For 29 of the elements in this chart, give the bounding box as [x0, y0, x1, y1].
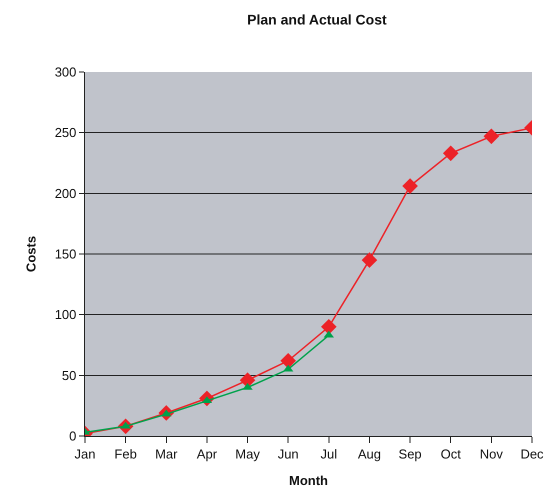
y-tick-label: 200	[54, 186, 76, 201]
chart-title: Plan and Actual Cost	[247, 12, 387, 28]
point	[362, 252, 378, 268]
y-axis-title: Costs	[24, 236, 39, 272]
x-tick-label: Jun	[278, 446, 299, 462]
point	[484, 128, 500, 144]
y-tick-label: 150	[54, 246, 76, 262]
y-tick-label: 50	[62, 368, 76, 383]
point	[240, 372, 256, 388]
x-tick-label: Jul	[320, 446, 338, 462]
y-tick-label: 300	[54, 64, 76, 80]
y-tick-label: 100	[54, 307, 76, 322]
point	[442, 145, 459, 162]
x-tick-label: Jan	[74, 446, 96, 462]
x-tick-label: Oct	[440, 446, 462, 462]
x-tick-label: Sep	[398, 446, 422, 462]
x-tick-label: Aug	[358, 446, 382, 462]
y-tick-label: 0	[69, 428, 76, 444]
point	[280, 352, 296, 369]
x-tick-label: Nov	[480, 446, 504, 462]
x-tick-label: Apr	[196, 446, 218, 462]
x-tick-label: Mar	[155, 446, 178, 462]
x-tick-label: Feb	[114, 446, 137, 462]
x-tick-label: May	[235, 446, 260, 462]
point	[402, 178, 418, 194]
x-axis-title: Month	[289, 473, 328, 488]
y-tick-label: 250	[54, 125, 76, 140]
point	[321, 319, 337, 335]
x-tick-label: Dec	[520, 446, 544, 462]
